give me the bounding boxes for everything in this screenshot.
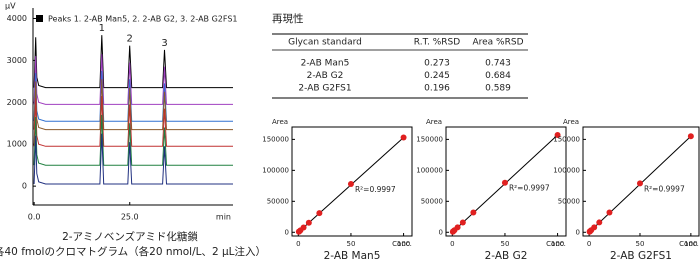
y-tick-label: 1000 bbox=[7, 140, 27, 149]
point bbox=[687, 133, 694, 140]
x-unit: min bbox=[216, 213, 231, 222]
x-tick-label: 25.0 bbox=[121, 213, 139, 222]
table-cell: 0.196 bbox=[424, 84, 450, 94]
point bbox=[347, 180, 354, 187]
trace bbox=[33, 35, 233, 89]
chart-title: 2-AB G2 bbox=[485, 250, 528, 262]
y-tick-label: 4000 bbox=[7, 14, 27, 23]
y-tick-label: 150000 bbox=[262, 135, 289, 143]
x-tick-label: 100 bbox=[551, 240, 564, 248]
y-tick-label: 3000 bbox=[7, 56, 27, 65]
r2-label: R²=0.9997 bbox=[509, 184, 550, 193]
y-tick-label: 100000 bbox=[416, 166, 443, 174]
table-header: Glycan standard bbox=[288, 38, 362, 48]
table-cell: 2-AB G2FS1 bbox=[298, 84, 351, 94]
plot-frame bbox=[445, 126, 567, 237]
x-tick-label: 50 bbox=[500, 240, 509, 248]
point bbox=[596, 219, 603, 226]
y-tick-label: 150000 bbox=[553, 135, 580, 143]
plot-frame bbox=[582, 126, 700, 237]
r2-label: R²=0.9997 bbox=[644, 184, 685, 193]
caption: 各40 fmolのクロマトグラム（各20 nmol/L、2 µL注入） bbox=[0, 245, 266, 258]
y-axis-label: Area bbox=[426, 118, 442, 126]
table-cell: 0.743 bbox=[485, 59, 511, 69]
x-axis-label: Conc. bbox=[392, 240, 412, 248]
x-tick-label: 100 bbox=[684, 240, 697, 248]
legend-swatch bbox=[36, 15, 43, 22]
point bbox=[591, 224, 598, 231]
point bbox=[501, 179, 508, 186]
x-axis-label: Conc. bbox=[546, 240, 566, 248]
table-cell: 2-AB Man5 bbox=[301, 59, 350, 69]
point bbox=[636, 180, 643, 187]
peak-label: 1 bbox=[99, 23, 105, 34]
table-cell: 2-AB G2 bbox=[307, 71, 344, 81]
point bbox=[459, 219, 466, 226]
peak-label: 2 bbox=[127, 34, 133, 45]
r2-label: R²=0.9997 bbox=[355, 185, 396, 194]
table-cell: 0.245 bbox=[424, 71, 450, 81]
table-header: R.T. %RSD bbox=[414, 38, 460, 48]
table-cell: 0.589 bbox=[485, 84, 511, 94]
point bbox=[400, 134, 407, 141]
x-tick-label: 0 bbox=[587, 240, 591, 248]
point bbox=[606, 209, 613, 216]
x-tick-label: 0.0 bbox=[28, 213, 41, 222]
y-unit: µV bbox=[5, 2, 16, 11]
trace bbox=[33, 95, 233, 147]
trace bbox=[33, 79, 233, 131]
y-tick-label: 0 bbox=[439, 228, 443, 236]
table-cell: 0.273 bbox=[424, 59, 450, 69]
y-tick-label: 100000 bbox=[262, 166, 289, 174]
y-axis-label: Area bbox=[563, 118, 579, 126]
trace bbox=[33, 133, 233, 185]
x-axis-label: Conc. bbox=[679, 240, 699, 248]
table-header: Area %RSD bbox=[472, 38, 523, 48]
point bbox=[300, 224, 307, 231]
legend-text: Peaks 1. 2-AB Man5, 2. 2-AB G2, 3. 2-AB … bbox=[48, 15, 238, 24]
plot-frame bbox=[291, 126, 413, 237]
trace bbox=[33, 114, 233, 166]
y-tick-label: 50000 bbox=[421, 197, 443, 205]
point bbox=[316, 210, 323, 217]
trace bbox=[33, 70, 233, 122]
point bbox=[454, 224, 461, 231]
y-tick-label: 0 bbox=[22, 182, 27, 191]
x-tick-label: 100 bbox=[397, 240, 410, 248]
x-tick-label: 50 bbox=[346, 240, 355, 248]
point bbox=[554, 132, 561, 139]
table-title: 再現性 bbox=[272, 12, 304, 25]
y-tick-label: 100000 bbox=[553, 166, 580, 174]
point bbox=[470, 209, 477, 216]
trace bbox=[33, 54, 233, 105]
y-tick-label: 2000 bbox=[7, 98, 27, 107]
x-tick-label: 0 bbox=[296, 240, 300, 248]
x-tick-label: 0 bbox=[450, 240, 454, 248]
y-tick-label: 150000 bbox=[416, 135, 443, 143]
caption: 2-アミノベンズアミド化糖鎖 bbox=[62, 230, 198, 243]
chart-title: 2-AB Man5 bbox=[324, 250, 381, 262]
table-cell: 0.684 bbox=[485, 71, 511, 81]
y-tick-label: 50000 bbox=[267, 197, 289, 205]
point bbox=[305, 219, 312, 226]
y-axis-label: Area bbox=[272, 118, 288, 126]
y-tick-label: 0 bbox=[285, 228, 289, 236]
x-tick-label: 50 bbox=[636, 240, 645, 248]
chart-title: 2-AB G2FS1 bbox=[610, 250, 672, 262]
y-tick-label: 0 bbox=[576, 228, 580, 236]
peak-label: 3 bbox=[161, 38, 167, 49]
y-tick-label: 50000 bbox=[558, 197, 580, 205]
